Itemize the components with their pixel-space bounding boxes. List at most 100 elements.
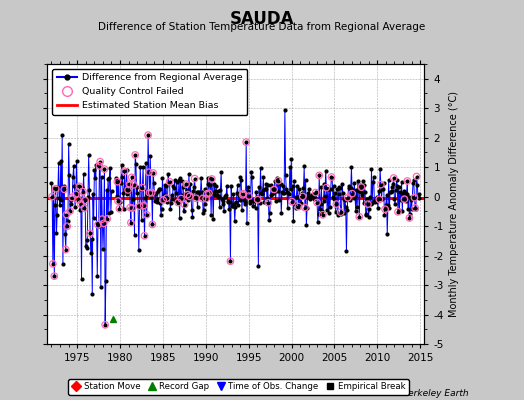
Point xyxy=(145,169,153,176)
Point xyxy=(243,220,251,226)
Point xyxy=(359,200,368,206)
Point xyxy=(228,203,236,210)
Point xyxy=(255,184,263,190)
Point xyxy=(96,158,104,165)
Point xyxy=(133,183,141,190)
Point xyxy=(267,182,276,188)
Point xyxy=(293,194,302,200)
Point xyxy=(336,209,345,215)
Point xyxy=(178,178,187,184)
Point xyxy=(112,175,120,181)
Point xyxy=(155,186,163,192)
Point xyxy=(284,190,292,196)
Point xyxy=(348,187,357,193)
Point xyxy=(176,174,184,181)
Point xyxy=(119,206,128,212)
Point xyxy=(164,170,172,177)
Point xyxy=(100,166,108,172)
Point xyxy=(144,132,152,138)
Point xyxy=(193,189,201,195)
Point xyxy=(241,201,249,208)
Point xyxy=(294,203,303,210)
Point xyxy=(299,184,308,191)
Point xyxy=(319,198,328,204)
Point xyxy=(157,212,165,218)
Point xyxy=(369,179,377,185)
Point xyxy=(351,193,359,199)
Point xyxy=(260,199,268,205)
Point xyxy=(154,188,162,194)
Point xyxy=(144,132,152,138)
Point xyxy=(407,196,415,203)
Point xyxy=(216,186,225,193)
Point xyxy=(305,196,314,202)
Point xyxy=(149,170,157,176)
Point xyxy=(141,194,149,201)
Point xyxy=(344,194,352,201)
Point xyxy=(205,175,214,182)
Point xyxy=(84,152,93,158)
Point xyxy=(68,194,77,201)
Point xyxy=(407,206,416,212)
Point xyxy=(389,175,398,181)
Point xyxy=(256,165,265,171)
Point xyxy=(388,184,397,190)
Point xyxy=(68,194,77,201)
Point xyxy=(105,174,114,181)
Point xyxy=(121,186,129,192)
Point xyxy=(304,194,313,200)
Legend: Difference from Regional Average, Quality Control Failed, Estimated Station Mean: Difference from Regional Average, Qualit… xyxy=(52,69,247,115)
Point xyxy=(231,204,239,210)
Point xyxy=(193,204,202,211)
Point xyxy=(71,204,79,210)
Point xyxy=(257,190,266,196)
Point xyxy=(90,214,98,221)
Point xyxy=(373,196,381,202)
Point xyxy=(322,184,331,191)
Point xyxy=(400,196,409,202)
Point xyxy=(60,186,69,192)
Point xyxy=(390,196,399,202)
Point xyxy=(171,197,180,203)
Point xyxy=(298,190,306,197)
Point xyxy=(244,188,253,194)
Point xyxy=(170,185,178,192)
Point xyxy=(324,186,332,192)
Point xyxy=(86,230,94,236)
Point xyxy=(367,166,376,172)
Point xyxy=(356,182,364,189)
Point xyxy=(344,183,353,189)
Point xyxy=(252,189,260,195)
Point xyxy=(198,196,206,202)
Point xyxy=(174,199,182,206)
Point xyxy=(273,175,281,182)
Point xyxy=(379,186,387,192)
Point xyxy=(162,195,171,201)
Point xyxy=(280,190,288,196)
Point xyxy=(264,181,272,188)
Point xyxy=(49,185,58,191)
Point xyxy=(343,207,352,213)
Point xyxy=(289,182,297,189)
Point xyxy=(360,182,368,188)
Point xyxy=(289,218,298,224)
Point xyxy=(377,182,385,188)
Point xyxy=(143,212,151,218)
Point xyxy=(297,194,305,200)
Point xyxy=(238,192,247,198)
Point xyxy=(286,164,294,170)
Point xyxy=(399,187,408,194)
Point xyxy=(409,179,417,186)
Point xyxy=(392,177,401,183)
Point xyxy=(315,172,323,178)
Point xyxy=(363,195,372,202)
Point xyxy=(311,189,320,196)
Point xyxy=(127,174,136,181)
Point xyxy=(82,245,91,252)
Point xyxy=(377,182,385,188)
Point xyxy=(94,222,103,229)
Point xyxy=(180,208,188,214)
Point xyxy=(129,196,137,202)
Point xyxy=(254,196,262,203)
Point xyxy=(201,186,209,192)
